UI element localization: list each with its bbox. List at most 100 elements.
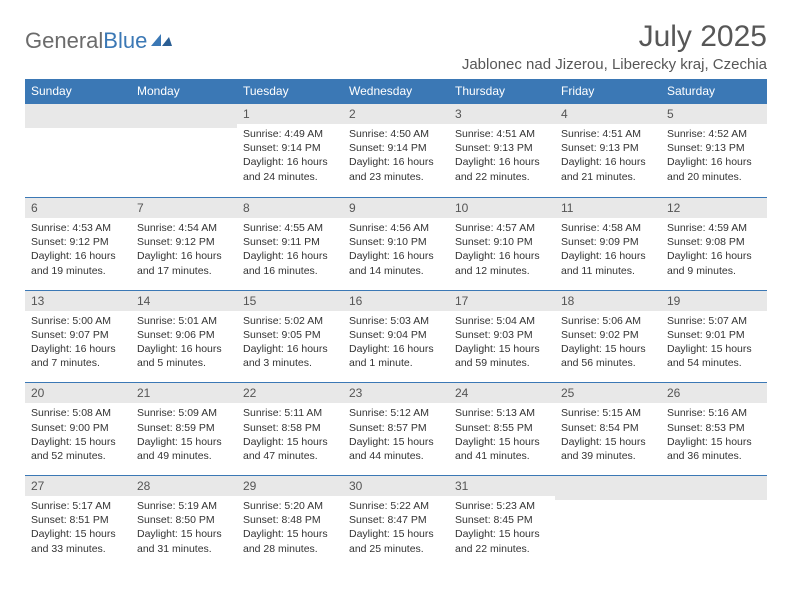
day-details: Sunrise: 4:53 AMSunset: 9:12 PMDaylight:… [25,218,131,290]
empty-day-body [555,500,661,569]
day-number: 24 [449,382,555,403]
calendar-cell [131,103,237,197]
weekday-header: Saturday [661,79,767,103]
day-number: 8 [237,197,343,218]
calendar-cell: 10Sunrise: 4:57 AMSunset: 9:10 PMDayligh… [449,197,555,290]
weekday-header: Friday [555,79,661,103]
empty-day-header [131,103,237,128]
location-text: Jablonec nad Jizerou, Liberecky kraj, Cz… [25,56,767,73]
day-number: 11 [555,197,661,218]
day-details: Sunrise: 4:59 AMSunset: 9:08 PMDaylight:… [661,218,767,290]
weekday-header: Wednesday [343,79,449,103]
day-details: Sunrise: 4:55 AMSunset: 9:11 PMDaylight:… [237,218,343,290]
empty-day-body [131,128,237,197]
day-number: 7 [131,197,237,218]
calendar-cell: 2Sunrise: 4:50 AMSunset: 9:14 PMDaylight… [343,103,449,197]
day-details: Sunrise: 5:09 AMSunset: 8:59 PMDaylight:… [131,403,237,475]
day-number: 6 [25,197,131,218]
day-details: Sunrise: 5:23 AMSunset: 8:45 PMDaylight:… [449,496,555,568]
calendar-cell: 7Sunrise: 4:54 AMSunset: 9:12 PMDaylight… [131,197,237,290]
day-details: Sunrise: 5:06 AMSunset: 9:02 PMDaylight:… [555,311,661,383]
calendar-cell [555,475,661,569]
day-details: Sunrise: 5:01 AMSunset: 9:06 PMDaylight:… [131,311,237,383]
calendar-cell: 8Sunrise: 4:55 AMSunset: 9:11 PMDaylight… [237,197,343,290]
day-number: 20 [25,382,131,403]
calendar-cell: 24Sunrise: 5:13 AMSunset: 8:55 PMDayligh… [449,382,555,475]
day-details: Sunrise: 5:17 AMSunset: 8:51 PMDaylight:… [25,496,131,568]
logo-text-1: General [25,28,103,54]
calendar-cell: 9Sunrise: 4:56 AMSunset: 9:10 PMDaylight… [343,197,449,290]
calendar-cell: 20Sunrise: 5:08 AMSunset: 9:00 PMDayligh… [25,382,131,475]
calendar-cell: 5Sunrise: 4:52 AMSunset: 9:13 PMDaylight… [661,103,767,197]
day-details: Sunrise: 4:50 AMSunset: 9:14 PMDaylight:… [343,124,449,196]
day-details: Sunrise: 4:51 AMSunset: 9:13 PMDaylight:… [449,124,555,196]
calendar-cell: 17Sunrise: 5:04 AMSunset: 9:03 PMDayligh… [449,290,555,383]
calendar-cell: 6Sunrise: 4:53 AMSunset: 9:12 PMDaylight… [25,197,131,290]
day-details: Sunrise: 4:58 AMSunset: 9:09 PMDaylight:… [555,218,661,290]
calendar-cell: 13Sunrise: 5:00 AMSunset: 9:07 PMDayligh… [25,290,131,383]
weekday-header: Monday [131,79,237,103]
empty-day-header [661,475,767,500]
day-details: Sunrise: 5:12 AMSunset: 8:57 PMDaylight:… [343,403,449,475]
day-details: Sunrise: 4:54 AMSunset: 9:12 PMDaylight:… [131,218,237,290]
day-details: Sunrise: 5:00 AMSunset: 9:07 PMDaylight:… [25,311,131,383]
day-details: Sunrise: 4:51 AMSunset: 9:13 PMDaylight:… [555,124,661,196]
empty-day-header [25,103,131,128]
empty-day-body [661,500,767,569]
logo-text-2: Blue [103,28,147,54]
day-number: 15 [237,290,343,311]
day-number: 17 [449,290,555,311]
calendar-cell: 1Sunrise: 4:49 AMSunset: 9:14 PMDaylight… [237,103,343,197]
day-details: Sunrise: 5:19 AMSunset: 8:50 PMDaylight:… [131,496,237,568]
calendar-cell: 12Sunrise: 4:59 AMSunset: 9:08 PMDayligh… [661,197,767,290]
page-title: July 2025 [639,20,767,54]
day-details: Sunrise: 5:16 AMSunset: 8:53 PMDaylight:… [661,403,767,475]
day-details: Sunrise: 5:13 AMSunset: 8:55 PMDaylight:… [449,403,555,475]
empty-day-header [555,475,661,500]
day-details: Sunrise: 4:49 AMSunset: 9:14 PMDaylight:… [237,124,343,196]
weekday-header: Sunday [25,79,131,103]
day-number: 10 [449,197,555,218]
day-details: Sunrise: 5:02 AMSunset: 9:05 PMDaylight:… [237,311,343,383]
calendar-cell: 22Sunrise: 5:11 AMSunset: 8:58 PMDayligh… [237,382,343,475]
calendar-cell: 28Sunrise: 5:19 AMSunset: 8:50 PMDayligh… [131,475,237,569]
calendar-cell: 30Sunrise: 5:22 AMSunset: 8:47 PMDayligh… [343,475,449,569]
day-details: Sunrise: 4:57 AMSunset: 9:10 PMDaylight:… [449,218,555,290]
calendar-cell: 19Sunrise: 5:07 AMSunset: 9:01 PMDayligh… [661,290,767,383]
calendar-cell: 26Sunrise: 5:16 AMSunset: 8:53 PMDayligh… [661,382,767,475]
day-details: Sunrise: 5:08 AMSunset: 9:00 PMDaylight:… [25,403,131,475]
day-number: 30 [343,475,449,496]
calendar-cell: 29Sunrise: 5:20 AMSunset: 8:48 PMDayligh… [237,475,343,569]
day-number: 19 [661,290,767,311]
day-number: 5 [661,103,767,124]
day-details: Sunrise: 4:56 AMSunset: 9:10 PMDaylight:… [343,218,449,290]
day-number: 29 [237,475,343,496]
weekday-header: Tuesday [237,79,343,103]
empty-day-body [25,128,131,197]
calendar-cell [25,103,131,197]
day-details: Sunrise: 5:03 AMSunset: 9:04 PMDaylight:… [343,311,449,383]
calendar-cell: 3Sunrise: 4:51 AMSunset: 9:13 PMDaylight… [449,103,555,197]
day-number: 28 [131,475,237,496]
day-number: 18 [555,290,661,311]
day-details: Sunrise: 5:22 AMSunset: 8:47 PMDaylight:… [343,496,449,568]
day-number: 23 [343,382,449,403]
day-number: 27 [25,475,131,496]
day-details: Sunrise: 5:07 AMSunset: 9:01 PMDaylight:… [661,311,767,383]
day-number: 12 [661,197,767,218]
day-number: 25 [555,382,661,403]
day-details: Sunrise: 4:52 AMSunset: 9:13 PMDaylight:… [661,124,767,196]
day-number: 22 [237,382,343,403]
day-details: Sunrise: 5:11 AMSunset: 8:58 PMDaylight:… [237,403,343,475]
calendar-cell [661,475,767,569]
logo: GeneralBlue [25,28,173,54]
calendar-cell: 14Sunrise: 5:01 AMSunset: 9:06 PMDayligh… [131,290,237,383]
calendar-cell: 27Sunrise: 5:17 AMSunset: 8:51 PMDayligh… [25,475,131,569]
day-details: Sunrise: 5:20 AMSunset: 8:48 PMDaylight:… [237,496,343,568]
day-details: Sunrise: 5:15 AMSunset: 8:54 PMDaylight:… [555,403,661,475]
weekday-header: Thursday [449,79,555,103]
calendar-cell: 21Sunrise: 5:09 AMSunset: 8:59 PMDayligh… [131,382,237,475]
day-number: 31 [449,475,555,496]
calendar-cell: 15Sunrise: 5:02 AMSunset: 9:05 PMDayligh… [237,290,343,383]
calendar-cell: 25Sunrise: 5:15 AMSunset: 8:54 PMDayligh… [555,382,661,475]
